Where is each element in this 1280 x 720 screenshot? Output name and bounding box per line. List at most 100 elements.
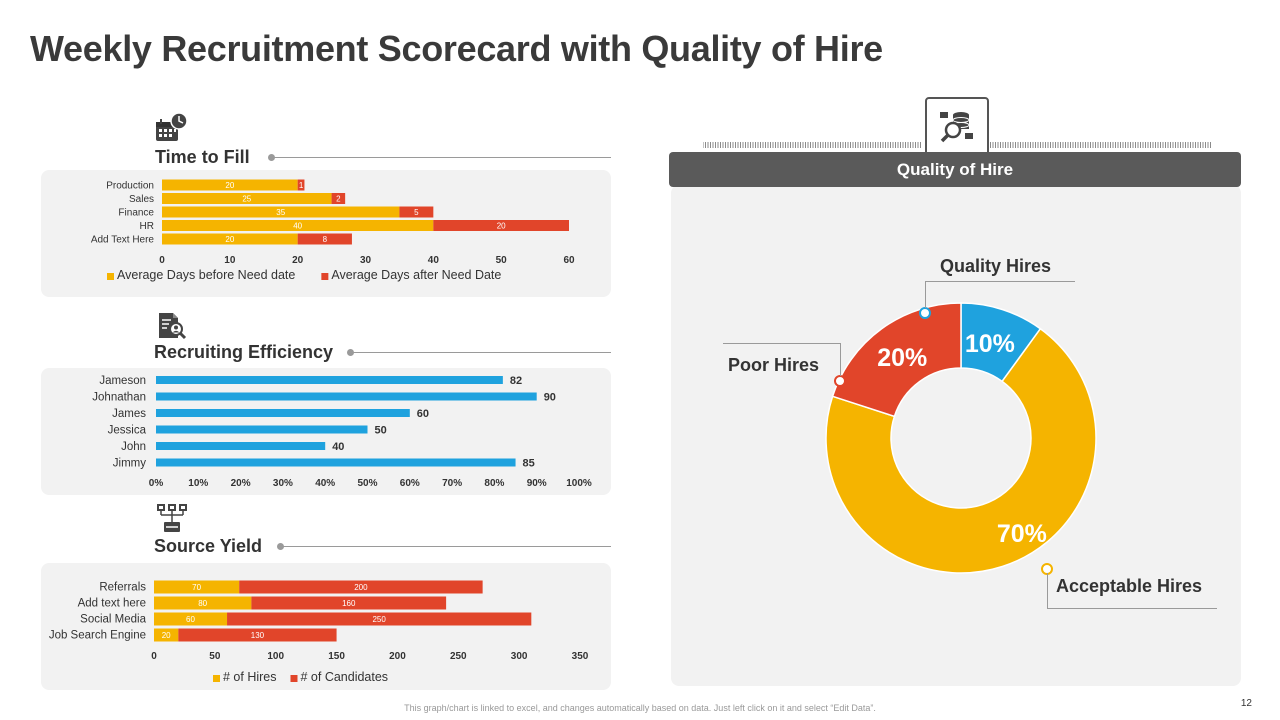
category-label: Sales (129, 194, 154, 205)
legend-swatch (107, 273, 114, 280)
data-label: 70 (192, 583, 201, 592)
category-label: Jimmy (113, 458, 146, 470)
data-label: 60 (186, 615, 195, 624)
callout-marker (834, 375, 846, 387)
category-label: Job Search Engine (49, 630, 146, 642)
database-search-icon-box (925, 97, 989, 159)
section-dot (268, 154, 275, 161)
tick-label: 80% (484, 478, 504, 489)
tick-label: 350 (572, 651, 589, 662)
tick-label: 100 (267, 651, 284, 662)
quality-of-hire-panel (671, 185, 1241, 686)
legend-label: # of Hires (223, 670, 277, 684)
data-label: 250 (372, 615, 386, 624)
bar-segment (154, 596, 252, 610)
bar (156, 392, 537, 401)
ruler-decoration (703, 142, 1211, 148)
bar (156, 425, 368, 434)
bar-segment (162, 206, 400, 218)
callout-line (925, 281, 926, 308)
tick-label: 0 (159, 255, 165, 266)
database-search-icon (940, 112, 973, 143)
tick-label: 40 (428, 255, 440, 266)
slice-percent-label: 10% (965, 330, 1015, 358)
data-label: 1 (299, 181, 304, 190)
bar-segment (227, 612, 532, 626)
donut-slice (825, 327, 1097, 574)
category-label: James (112, 408, 146, 420)
tick-label: 250 (450, 651, 467, 662)
tick-label: 70% (442, 478, 462, 489)
recruiting-efficiency-chart: Jameson 82 Johnathan 90 James 60 Jessica 50 John… (92, 375, 592, 489)
tick-label: 200 (389, 651, 406, 662)
section-rule (353, 352, 611, 353)
tick-label: 60 (563, 255, 575, 266)
quality-of-hire-donut: 10% 70% 20% (825, 302, 1097, 575)
legend-swatch (213, 675, 220, 682)
category-label: Referrals (99, 582, 146, 594)
section-dot (277, 543, 284, 550)
legend-label: # of Candidates (301, 670, 389, 684)
data-label: 8 (323, 235, 328, 244)
category-label: HR (140, 221, 154, 232)
callout-marker (919, 307, 931, 319)
data-label: 85 (523, 458, 535, 470)
data-label: 82 (510, 375, 522, 387)
tick-label: 30% (273, 478, 293, 489)
bar-segment (239, 580, 483, 594)
acceptable-hires-label: Acceptable Hires (1056, 576, 1203, 596)
tick-label: 50 (209, 651, 221, 662)
tick-label: 90% (527, 478, 547, 489)
tick-label: 150 (328, 651, 345, 662)
bar-segment (162, 179, 298, 191)
section-rule (283, 546, 611, 547)
bar-segment (162, 193, 332, 204)
bar (156, 442, 326, 450)
category-label: Finance (118, 208, 154, 219)
legend-swatch (321, 273, 329, 280)
calendar-clock-icon (154, 112, 190, 149)
bar (156, 376, 503, 384)
data-label: 60 (417, 408, 429, 420)
bar-segment (154, 628, 179, 642)
bar-segment (162, 233, 298, 245)
poor-hires-label: Poor Hires (728, 355, 820, 375)
data-label: 20 (497, 222, 506, 231)
bar-segment (178, 628, 337, 642)
data-label: 20 (225, 235, 234, 244)
tick-label: 40% (315, 478, 335, 489)
tick-label: 100% (566, 478, 592, 489)
quality-hires-label: Quality Hires (940, 256, 1052, 276)
callout-line (723, 343, 841, 344)
category-label: Add Text Here (91, 235, 155, 246)
tick-label: 50 (496, 255, 508, 266)
data-label: 80 (198, 599, 207, 608)
tick-label: 50% (357, 478, 377, 489)
category-label: John (121, 441, 146, 453)
section-dot (347, 349, 354, 356)
category-label: Jameson (99, 375, 146, 387)
bar-segment (297, 179, 305, 191)
data-label: 200 (354, 583, 368, 592)
slice-percent-label: 70% (997, 520, 1047, 548)
tick-label: 20 (292, 255, 304, 266)
data-label: 20 (162, 631, 171, 640)
data-label: 130 (251, 631, 265, 640)
tick-label: 60% (400, 478, 420, 489)
tick-label: 0% (149, 478, 164, 489)
category-label: Production (106, 181, 154, 192)
page-title: Weekly Recruitment Scorecard with Qualit… (30, 28, 883, 69)
data-label: 90 (544, 392, 556, 404)
callout-line (1047, 573, 1048, 609)
callout-line (1047, 608, 1217, 609)
quality-of-hire-header: Quality of Hire (669, 152, 1241, 187)
legend-label: Average Days after Need Date (331, 268, 501, 282)
bar-segment (297, 233, 352, 245)
tick-label: 30 (360, 255, 372, 266)
donut-slice (831, 302, 962, 418)
bar-segment (331, 193, 346, 204)
data-label: 25 (242, 195, 251, 204)
recruiting-efficiency-title: Recruiting Efficiency (154, 342, 334, 362)
bar-segment (399, 206, 434, 218)
